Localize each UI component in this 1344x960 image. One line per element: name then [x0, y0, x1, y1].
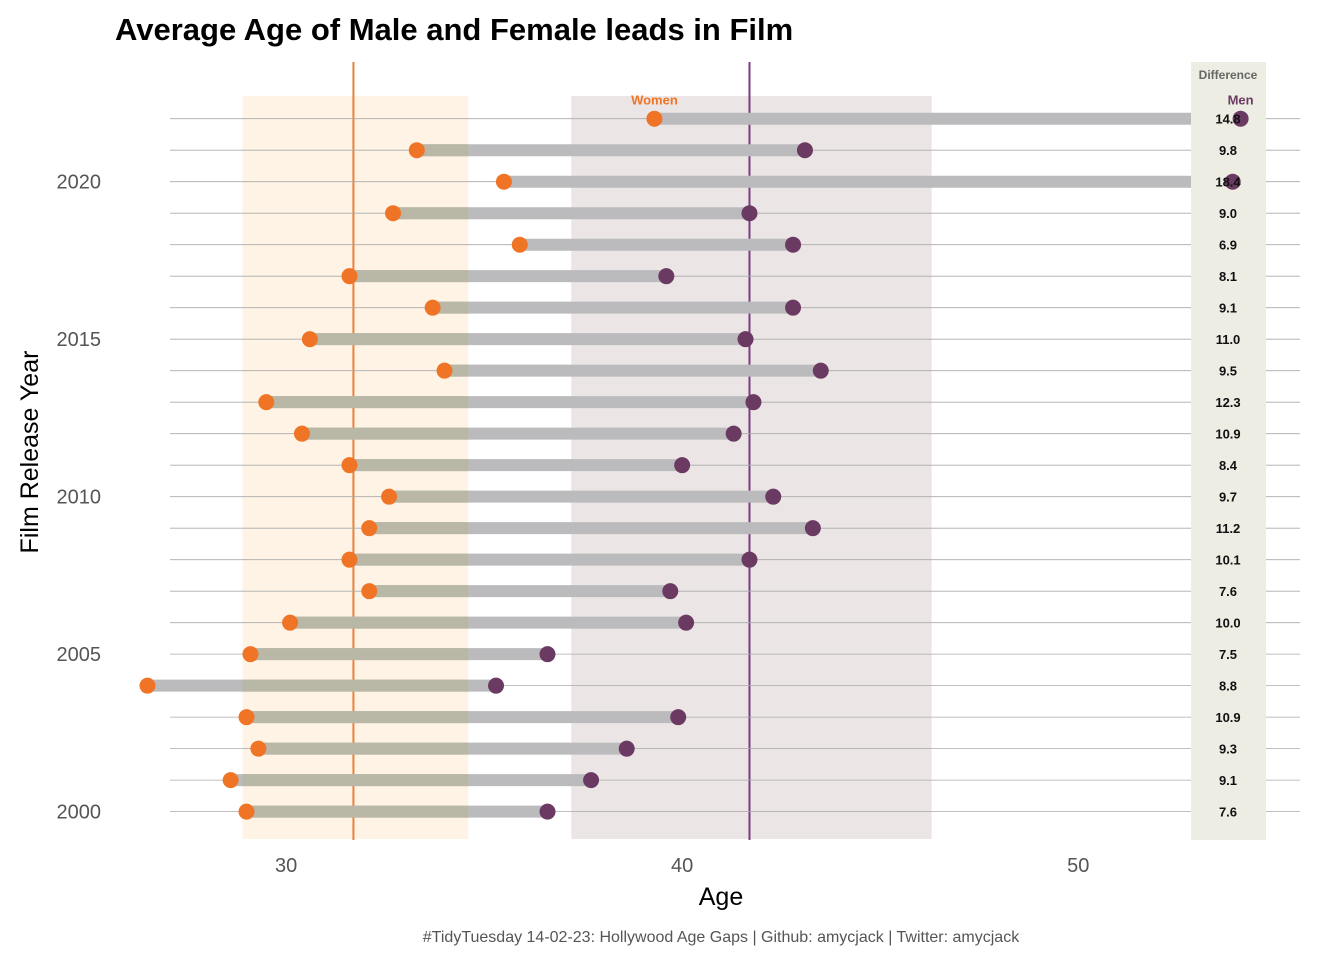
women-point-2011 [341, 457, 358, 474]
women-point-2018 [511, 236, 528, 253]
men-point-2022 [1232, 110, 1249, 127]
x-axis-title: Age [699, 883, 743, 911]
women-point-2010 [381, 488, 398, 505]
women-point-2016 [424, 299, 441, 316]
men-point-2001 [583, 772, 600, 789]
men-point-2000 [539, 803, 556, 820]
difference-label-2021: 9.8 [1219, 143, 1237, 158]
women-point-2015 [301, 331, 318, 348]
difference-label-2018: 6.9 [1219, 238, 1237, 253]
women-point-2009 [361, 520, 378, 537]
difference-label-2003: 10.9 [1215, 710, 1240, 725]
men-point-2017 [658, 268, 675, 285]
axis-ticks: 30 40 50 2000 2005 2010 2015 2020 [57, 172, 1090, 877]
caption: #TidyTuesday 14-02-23: Hollywood Age Gap… [423, 929, 1020, 946]
women-point-2005 [242, 646, 259, 663]
women-point-2007 [361, 583, 378, 600]
women-point-2019 [385, 205, 402, 222]
women-point-2004 [139, 677, 156, 694]
women-point-2003 [238, 709, 255, 726]
men-point-2014 [812, 362, 829, 379]
difference-label-2011: 8.4 [1219, 458, 1238, 473]
men-point-2007 [662, 583, 679, 600]
men-point-2008 [741, 551, 758, 568]
men-point-2016 [785, 299, 802, 316]
women-point-2002 [250, 740, 267, 757]
men-point-2019 [741, 205, 758, 222]
difference-label-2006: 10.0 [1215, 616, 1240, 631]
men-point-2012 [725, 425, 742, 442]
difference-header: Difference [1199, 68, 1258, 82]
difference-label-2019: 9.0 [1219, 206, 1237, 221]
men-point-2004 [488, 677, 505, 694]
difference-label-2007: 7.6 [1219, 584, 1237, 599]
series-label-women: Women [631, 93, 678, 108]
women-point-2017 [341, 268, 358, 285]
x-tick-label: 50 [1067, 855, 1089, 877]
difference-labels: 7.6 9.1 9.3 10.9 8.8 7.5 10.0 7.6 10.1 11.2 9.7 8.4… [1215, 112, 1241, 820]
women-point-2013 [258, 394, 275, 411]
y-tick-label: 2020 [57, 172, 102, 194]
series-label-men: Men [1228, 93, 1254, 108]
men-point-2020 [1224, 173, 1241, 190]
difference-panel [1191, 62, 1266, 840]
dumbbell-segments [147, 112, 1241, 818]
x-tick-label: 40 [671, 855, 693, 877]
men-point-2006 [678, 614, 695, 631]
difference-label-2002: 9.3 [1219, 742, 1237, 757]
difference-label-2014: 9.5 [1219, 364, 1237, 379]
women-point-2020 [495, 173, 512, 190]
y-axis-title: Film Release Year [16, 351, 44, 554]
difference-label-2012: 10.9 [1215, 427, 1240, 442]
y-tick-label: 2010 [57, 487, 102, 509]
difference-label-2001: 9.1 [1219, 773, 1237, 788]
men-point-2010 [765, 488, 782, 505]
men-point-2011 [674, 457, 691, 474]
women-point-2000 [238, 803, 255, 820]
difference-label-2016: 9.1 [1219, 301, 1237, 316]
men-point-2018 [785, 236, 802, 253]
women-point-2006 [282, 614, 299, 631]
men-point-2021 [796, 142, 813, 159]
difference-label-2017: 8.1 [1219, 269, 1237, 284]
y-tick-label: 2000 [57, 802, 102, 824]
difference-label-2020: 18.4 [1215, 175, 1241, 190]
women-point-2014 [436, 362, 453, 379]
difference-label-2015: 11.0 [1216, 332, 1241, 347]
difference-label-2022: 14.8 [1215, 112, 1240, 127]
women-point-2001 [222, 772, 239, 789]
x-tick-label: 30 [275, 855, 297, 877]
difference-label-2013: 12.3 [1215, 395, 1240, 410]
difference-label-2004: 8.8 [1219, 679, 1237, 694]
men-point-2005 [539, 646, 556, 663]
women-point-2022 [646, 110, 663, 127]
men-point-2003 [670, 709, 687, 726]
women-point-2012 [293, 425, 310, 442]
difference-label-2000: 7.6 [1219, 805, 1237, 820]
difference-label-2010: 9.7 [1219, 490, 1237, 505]
men-point-2009 [804, 520, 821, 537]
difference-label-2008: 10.1 [1215, 553, 1240, 568]
men-point-2015 [737, 331, 754, 348]
y-tick-label: 2015 [57, 329, 102, 351]
y-tick-label: 2005 [57, 644, 102, 666]
men-point-2002 [618, 740, 635, 757]
chart-title: Average Age of Male and Female leads in … [115, 12, 793, 47]
difference-label-2009: 11.2 [1216, 521, 1241, 536]
reference-lines [352, 62, 751, 840]
women-point-2021 [408, 142, 425, 159]
women-point-2008 [341, 551, 358, 568]
difference-label-2005: 7.5 [1219, 647, 1237, 662]
dumbbell-points: Women Men [139, 93, 1254, 820]
men-point-2013 [745, 394, 762, 411]
